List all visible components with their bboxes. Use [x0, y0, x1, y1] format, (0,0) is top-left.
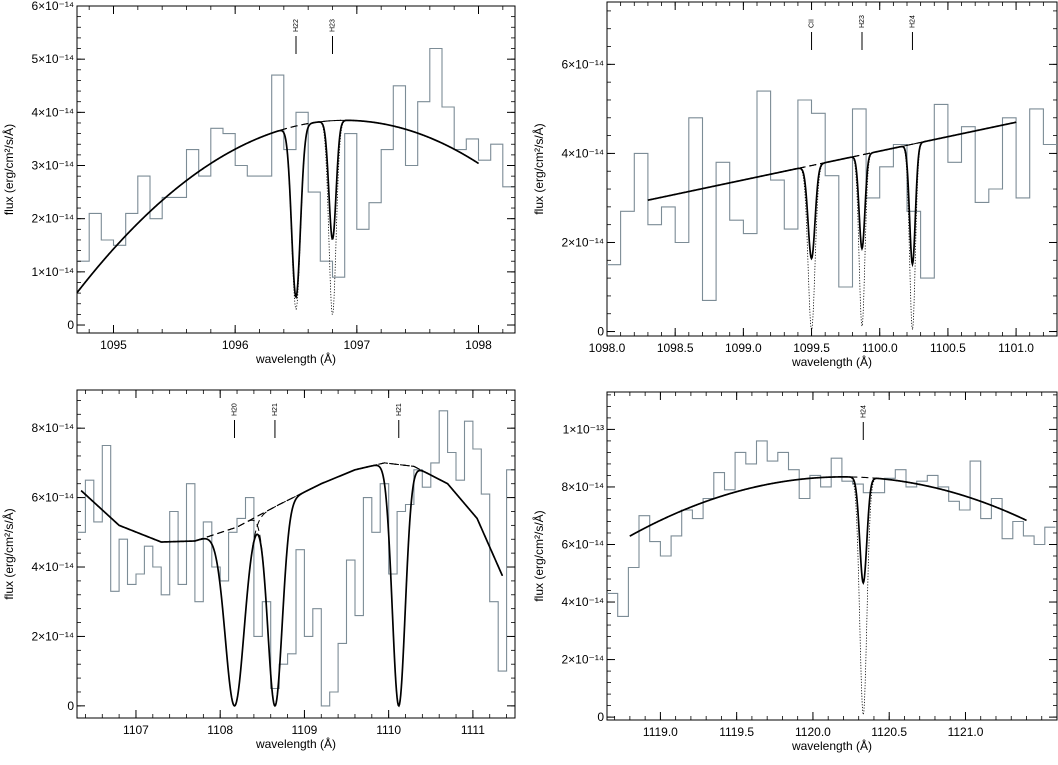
x-tick-label: 1099.0: [725, 341, 762, 355]
y-tick-label: 1×10⁻¹⁴: [31, 265, 74, 279]
model-fit-solid: [76, 119, 479, 300]
panel-4: H24 1119.0 1119.5 1120.0 1120.5 1121.0 0 2×10⁻¹…: [531, 391, 1058, 753]
data-histogram: [607, 90, 1057, 301]
data-histogram: [77, 410, 515, 707]
intrinsic-profile-dotted: [80, 464, 503, 707]
y-tick-label: 4×10⁻¹⁴: [561, 146, 604, 160]
x-axis-title: wavelength (Å): [791, 354, 872, 369]
line-component-dashed: [629, 476, 1027, 585]
x-tick-label: 1120.5: [871, 725, 907, 739]
line-id-label: H20: [232, 403, 239, 416]
y-tick-label: 2×10⁻¹⁴: [561, 653, 604, 667]
panel-1: H22 H23 1095 1096 1097 1098 0 1×10⁻¹⁴ 2×10⁻¹⁴ 3×1…: [1, 0, 516, 366]
line-id-label: H24: [909, 15, 916, 28]
line-id-label: H22: [293, 19, 300, 32]
line-component-dashed: [647, 121, 1017, 267]
x-axis-title: wavelength (Å): [791, 738, 872, 753]
x-tick-label: 1097: [343, 338, 370, 352]
line-id-label: H21: [272, 403, 279, 416]
intrinsic-profile-dotted: [629, 476, 1027, 715]
model-fit-solid: [80, 464, 504, 708]
line-component-dashed: [80, 462, 503, 707]
panel-3: H20 H21 H21 1107 1108 1109 1110 1111 0 2×10⁻¹⁴ 4×1…: [1, 389, 516, 751]
x-tick-label: 1120.0: [795, 725, 831, 739]
y-tick-label: 0: [597, 710, 604, 724]
line-id-label: H21: [396, 403, 403, 416]
x-tick-label: 1119.0: [643, 725, 678, 739]
x-tick-label: 1098.5: [657, 341, 694, 355]
y-tick-label: 8×10⁻¹⁴: [561, 480, 604, 494]
x-tick-label: 1098: [465, 338, 492, 352]
line-id-label: H24: [860, 405, 867, 418]
x-tick-label: 1101.0: [998, 341, 1034, 355]
y-tick-label: 6×10⁻¹⁴: [561, 57, 604, 71]
x-tick-label: 1110: [376, 723, 401, 737]
y-tick-label: 1×10⁻¹³: [563, 422, 604, 436]
y-tick-label: 5×10⁻¹⁴: [31, 52, 74, 66]
plot-frame: [76, 5, 516, 334]
plot-frame: [606, 391, 1058, 721]
y-axis-title: flux (erg/cm²/s/Å): [1, 124, 16, 215]
model-fit-solid: [647, 121, 1017, 268]
line-id-label: CII: [809, 19, 816, 28]
data-histogram: [77, 47, 515, 278]
x-tick-label: 1121.0: [948, 725, 984, 739]
x-tick-label: 1109: [292, 723, 318, 737]
y-tick-label: 3×10⁻¹⁴: [31, 159, 74, 173]
y-axis-title: flux (erg/cm²/s/Å): [531, 123, 546, 214]
continuum-dashed: [76, 119, 479, 294]
intrinsic-profile-dotted: [647, 121, 1017, 332]
x-tick-label: 1108: [207, 723, 233, 737]
line-component-dashed: [647, 121, 1017, 260]
line-component-dashed: [80, 464, 503, 707]
y-axis-title: flux (erg/cm²/s/Å): [1, 508, 16, 599]
x-tick-label: 1111: [461, 723, 485, 737]
line-component-dashed: [80, 462, 503, 707]
y-tick-label: 4×10⁻¹⁴: [561, 595, 604, 609]
x-tick-label: 1107: [123, 723, 149, 737]
model-fit-solid: [629, 476, 1027, 585]
line-component-dashed: [647, 121, 1017, 251]
x-tick-label: 1100.5: [930, 341, 966, 355]
line-id-label: H23: [330, 19, 337, 32]
y-tick-label: 6×10⁻¹⁴: [31, 491, 74, 505]
x-tick-label: 1095: [100, 338, 127, 352]
y-tick-label: 8×10⁻¹⁴: [31, 421, 74, 435]
x-axis-title: wavelength (Å): [255, 736, 336, 751]
plot-frame: [76, 389, 516, 719]
line-component-dashed: [76, 119, 479, 294]
y-tick-label: 2×10⁻¹⁴: [31, 212, 74, 226]
line-component-dashed: [76, 119, 479, 299]
y-tick-label: 6×10⁻¹⁴: [561, 537, 604, 551]
x-tick-label: 1100.0: [862, 341, 898, 355]
y-tick-label: 2×10⁻¹⁴: [561, 235, 604, 249]
y-tick-label: 4×10⁻¹⁴: [31, 560, 74, 574]
y-tick-label: 4×10⁻¹⁴: [31, 105, 74, 119]
y-tick-label: 0: [67, 699, 74, 713]
x-axis-title: wavelength (Å): [255, 351, 336, 366]
y-tick-label: 2×10⁻¹⁴: [31, 629, 74, 643]
continuum-dashed: [629, 476, 1027, 537]
y-tick-label: 0: [597, 325, 604, 339]
y-axis-title: flux (erg/cm²/s/Å): [531, 510, 546, 601]
x-tick-label: 1098.0: [589, 341, 626, 355]
x-tick-label: 1119.5: [719, 725, 754, 739]
data-histogram: [607, 440, 1056, 617]
y-tick-label: 6×10⁻¹⁴: [31, 0, 74, 13]
x-tick-label: 1096: [222, 338, 249, 352]
panel-2: CII H23 H24 1098.0 1098.5 1099.0 1099.5 1100.0 1…: [531, 1, 1058, 369]
y-tick-label: 0: [67, 318, 74, 332]
x-tick-label: 1099.5: [793, 341, 830, 355]
plot-frame: [606, 1, 1058, 337]
line-id-label: H23: [859, 15, 866, 28]
intrinsic-profile-dotted: [76, 119, 479, 315]
